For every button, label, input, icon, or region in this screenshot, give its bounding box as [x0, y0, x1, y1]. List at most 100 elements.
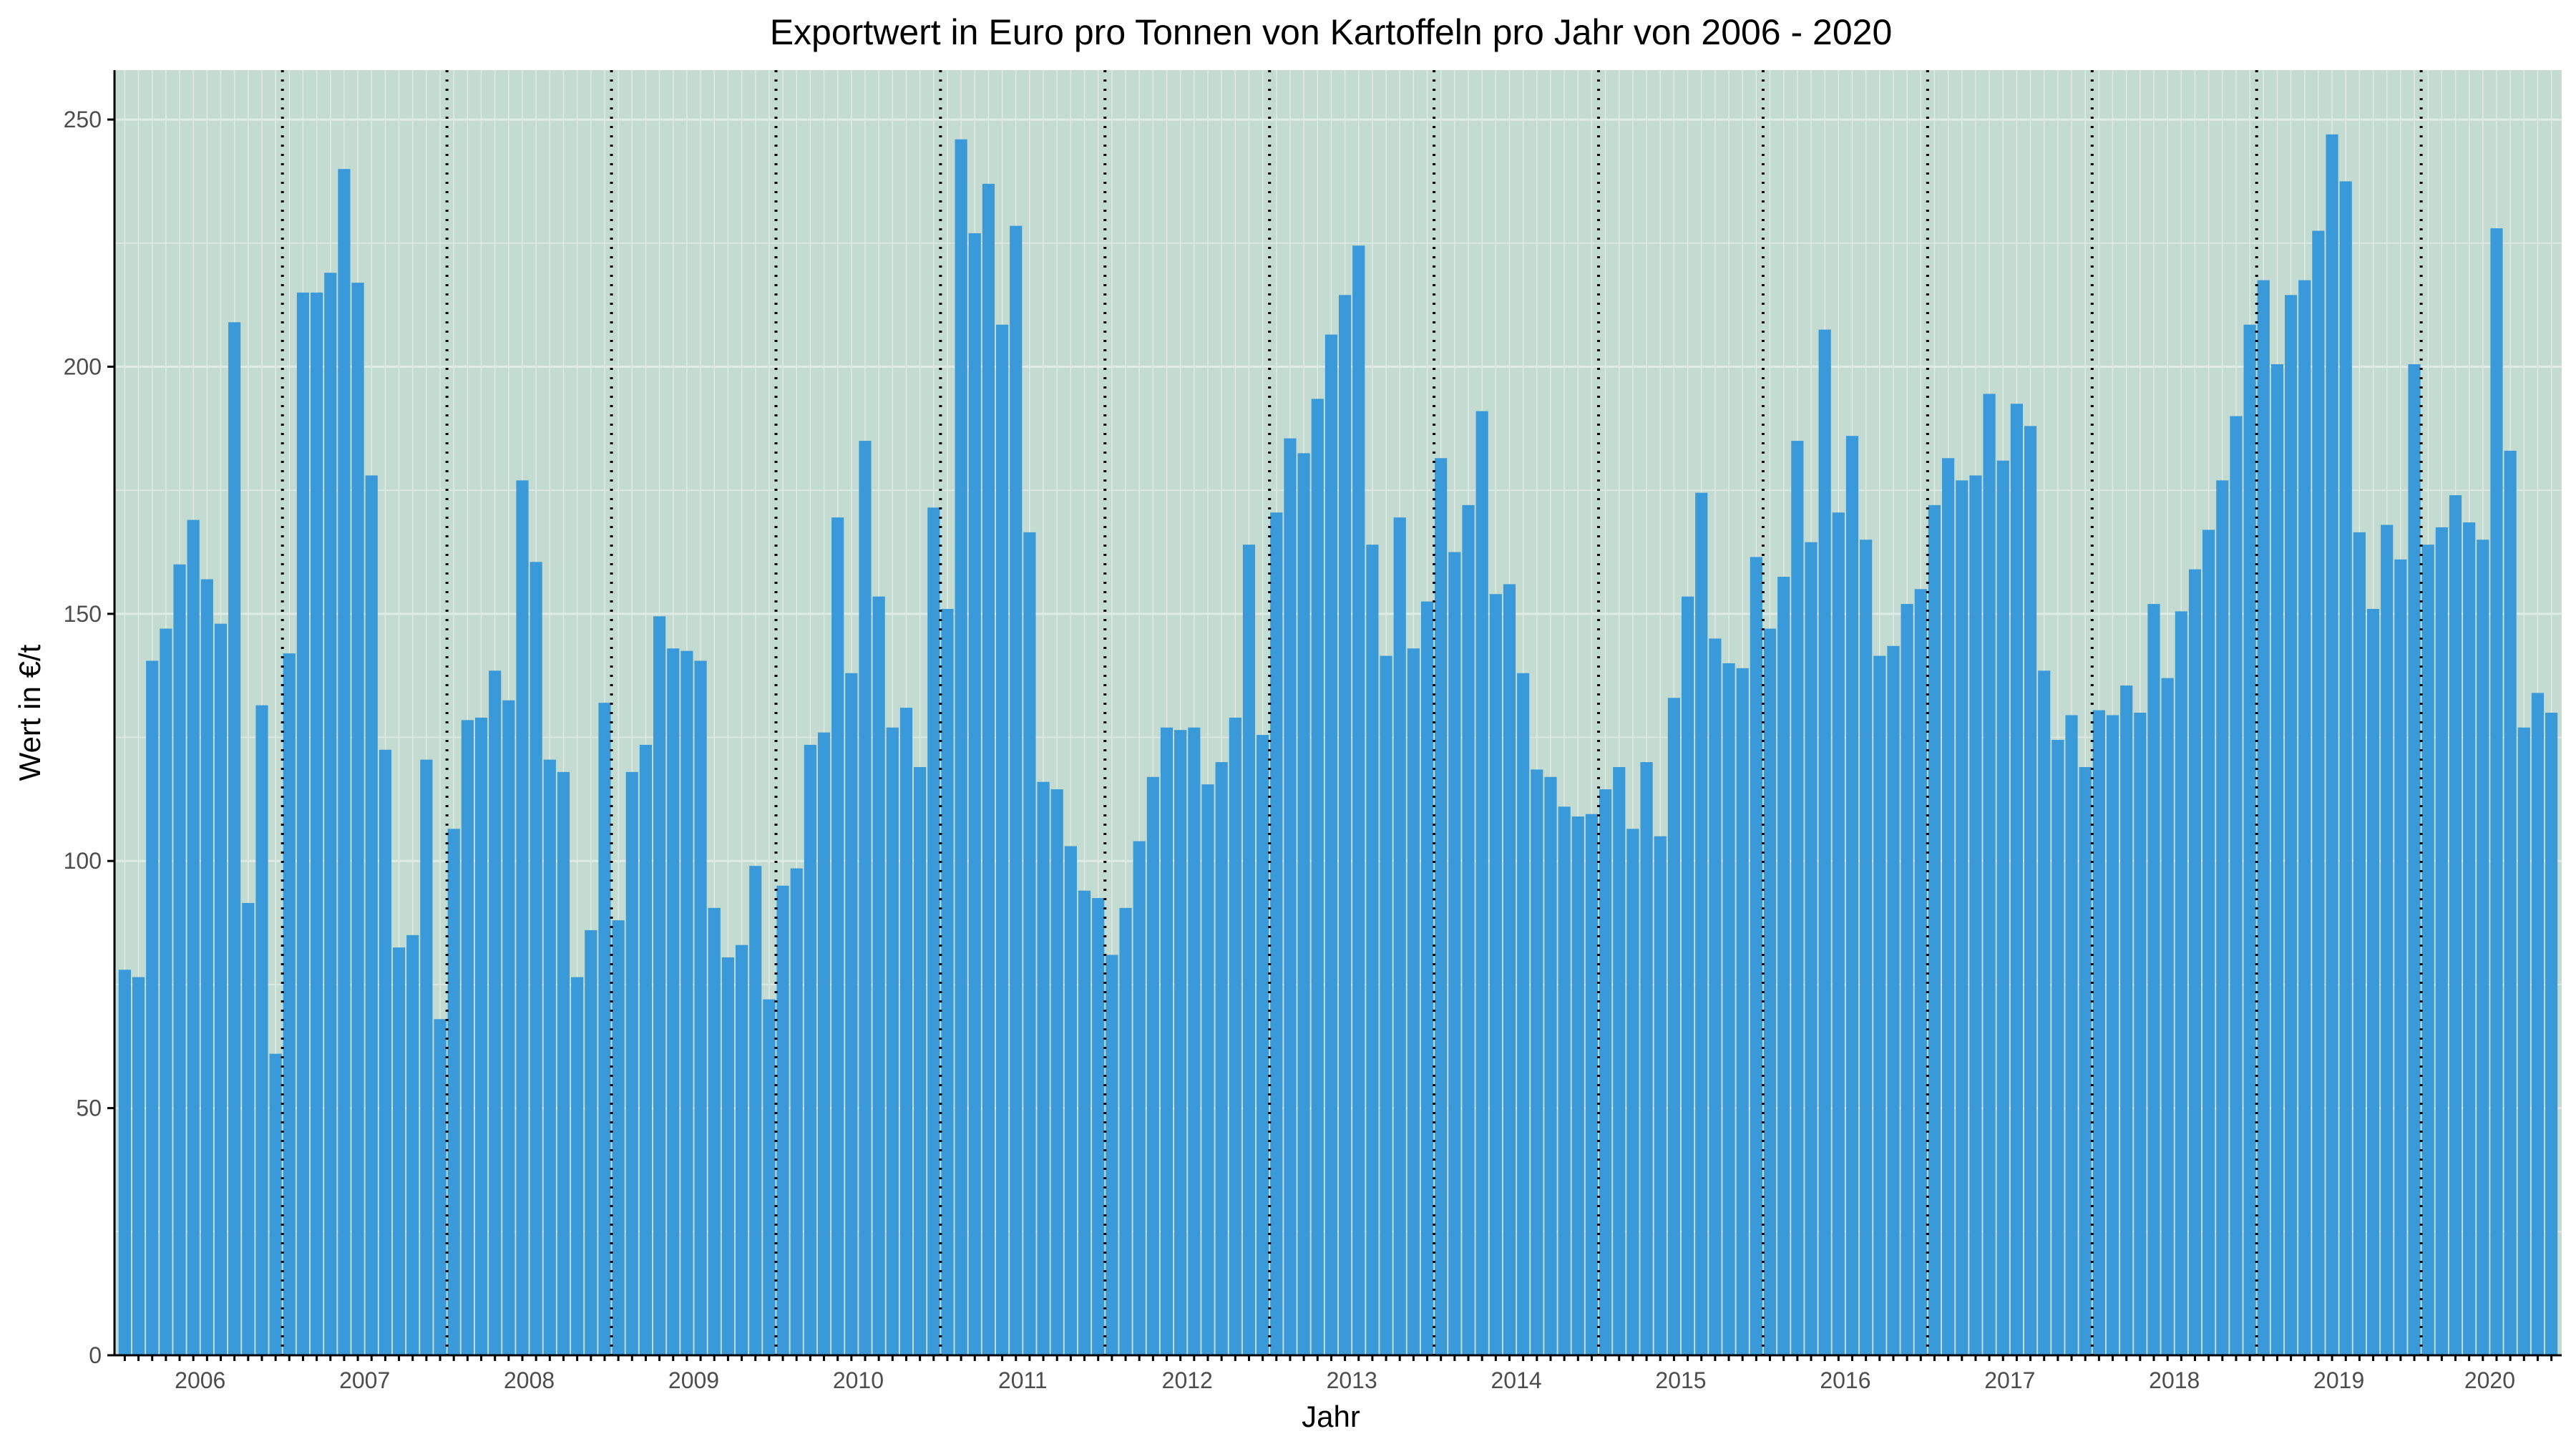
- x-tick-label: 2018: [2149, 1367, 2200, 1393]
- bar: [530, 562, 542, 1355]
- bar: [1092, 898, 1105, 1355]
- bar: [790, 868, 803, 1355]
- bar: [817, 732, 831, 1355]
- bar: [557, 771, 570, 1355]
- bar: [1996, 460, 2009, 1355]
- bar: [1352, 245, 1365, 1355]
- bar: [1544, 776, 1557, 1355]
- bar: [338, 169, 351, 1356]
- bar: [1722, 663, 1735, 1355]
- bar: [927, 507, 940, 1355]
- bar: [1188, 727, 1201, 1355]
- bar: [708, 907, 721, 1355]
- bar: [447, 829, 460, 1355]
- bar: [914, 766, 927, 1355]
- x-tick-label: 2006: [175, 1367, 225, 1393]
- bar: [228, 322, 241, 1356]
- bar: [2408, 364, 2421, 1355]
- bar: [1613, 766, 1626, 1355]
- y-tick-label: 250: [64, 107, 102, 132]
- chart-title: Exportwert in Euro pro Tonnen von Kartof…: [770, 12, 1893, 52]
- bar: [1462, 504, 1475, 1355]
- bar: [1023, 532, 1036, 1356]
- bar: [1558, 806, 1571, 1355]
- bar: [1297, 453, 1310, 1355]
- bar: [1324, 334, 1337, 1355]
- bar: [1435, 458, 1448, 1355]
- bar: [1489, 594, 1502, 1356]
- bar: [1983, 394, 1996, 1355]
- bar: [1284, 438, 1297, 1355]
- bar: [173, 564, 186, 1355]
- bar: [283, 653, 296, 1355]
- bar: [1366, 545, 1379, 1356]
- bar: [653, 616, 666, 1355]
- bar: [365, 475, 378, 1355]
- bar: [721, 957, 734, 1355]
- bar: [242, 902, 255, 1355]
- bar: [2545, 713, 2558, 1355]
- y-tick-label: 200: [64, 353, 102, 379]
- bar: [1860, 540, 1873, 1356]
- bar: [694, 660, 707, 1355]
- bar: [1050, 789, 1063, 1355]
- bar: [2202, 530, 2215, 1355]
- x-tick-label: 2008: [504, 1367, 555, 1393]
- x-tick-label: 2007: [339, 1367, 390, 1393]
- bar: [1119, 907, 1132, 1355]
- y-tick-label: 50: [76, 1096, 102, 1121]
- bar: [886, 727, 899, 1355]
- bar: [1805, 542, 1818, 1356]
- bar: [1585, 814, 1599, 1355]
- bar: [804, 744, 816, 1355]
- bar: [1174, 730, 1187, 1355]
- x-tick-label: 2012: [1162, 1367, 1213, 1393]
- x-ticks: 2006 2007 2008 2009 2010 2011 2012 2013 2014 2015…: [123, 1355, 2553, 1393]
- bar: [2326, 134, 2338, 1355]
- bar: [1133, 841, 1146, 1355]
- bar: [1407, 648, 1420, 1355]
- x-tick-label: 2016: [1820, 1367, 1870, 1393]
- bar: [1928, 504, 1941, 1355]
- bar: [324, 273, 337, 1356]
- bar: [1750, 557, 1762, 1355]
- bar: [2339, 181, 2352, 1355]
- bar: [1969, 475, 1982, 1355]
- bar: [2010, 404, 2023, 1355]
- y-axis-title: Wert in €/t: [13, 644, 47, 781]
- bar: [1380, 655, 1392, 1355]
- bar: [118, 970, 131, 1355]
- bar: [1914, 589, 1927, 1356]
- bar: [941, 608, 954, 1355]
- bar: [1599, 789, 1612, 1355]
- bar: [639, 744, 653, 1355]
- bar: [1626, 829, 1639, 1355]
- bar: [296, 292, 310, 1355]
- bar: [255, 705, 268, 1355]
- bar: [1901, 604, 1913, 1355]
- bar: [1736, 668, 1749, 1355]
- bar: [831, 517, 844, 1355]
- bar: [2421, 545, 2434, 1356]
- x-tick-label: 2019: [2313, 1367, 2364, 1393]
- y-ticks: 0 50 100 150 200 250: [64, 107, 114, 1368]
- bar: [763, 999, 776, 1355]
- bar: [1037, 781, 1050, 1355]
- y-tick-label: 100: [64, 848, 102, 874]
- bar: [1393, 517, 1406, 1355]
- bar: [1873, 655, 1886, 1355]
- bar: [968, 233, 981, 1355]
- bar: [420, 759, 433, 1355]
- bar: [2353, 532, 2366, 1356]
- bar: [2065, 715, 2078, 1355]
- bar: [2463, 522, 2476, 1355]
- bar: [2312, 230, 2325, 1355]
- bar: [1777, 577, 1790, 1355]
- bar: [461, 720, 474, 1355]
- bar: [2490, 228, 2503, 1355]
- bar: [146, 660, 159, 1355]
- bar: [955, 139, 967, 1356]
- bar: [996, 324, 1009, 1356]
- x-tick-label: 2010: [833, 1367, 884, 1393]
